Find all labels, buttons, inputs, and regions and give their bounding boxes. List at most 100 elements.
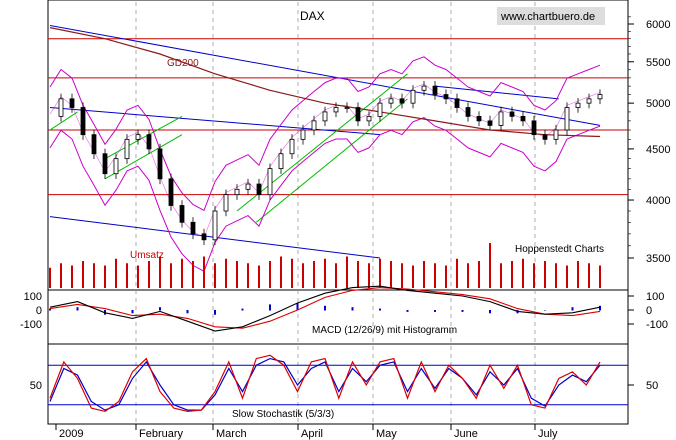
volume-bar [544,261,546,288]
candle-body [102,153,108,175]
channel-line [236,73,408,212]
candle-body [58,98,64,117]
candle-body [586,98,592,104]
volume-bar [214,263,216,288]
candle-body [476,115,482,122]
macd-histogram-bar [489,310,491,314]
macd-histogram-bar [159,307,161,311]
price-tick-label: 5500 [646,57,670,69]
candle-body [520,115,526,122]
candle-body [190,221,196,235]
trend-line [434,85,559,100]
price-tick-label: 5000 [646,98,670,110]
bollinger-upper [49,56,601,212]
candle-body [322,111,328,122]
candle-body [542,134,548,140]
watermark-box [497,7,605,25]
candle-body [168,178,174,206]
candle-body [344,107,350,109]
candle-body [498,111,504,126]
volume-bar [390,261,392,288]
volume-bar [555,263,557,288]
volume-bar [577,261,579,288]
volume-bar [599,265,601,288]
macd-histogram-bar [214,310,216,315]
candle-body [179,205,185,223]
volume-bar [346,256,348,288]
volume-bar [49,267,51,288]
macd-tick-left: -100 [20,319,42,331]
volume-bar [522,258,524,288]
volume-bar [82,261,84,288]
volume-bar [115,258,117,288]
volume-bar [192,261,194,288]
macd-histogram-bar [461,310,464,312]
volume-bar [291,258,293,288]
channel-line [255,98,408,223]
watermark: www.chartbuero.de [500,11,595,23]
frame-group [47,0,629,425]
candle-body [300,129,306,140]
stoch-k-line [49,354,601,413]
chart-title: DAX [300,9,325,23]
candle-body [355,107,361,122]
candle-body [388,98,394,104]
volume-bar [247,263,249,288]
support-lines [48,38,628,196]
volume-bar [423,261,425,288]
bollinger-lower [49,117,601,273]
volume-bar [170,263,172,288]
volume-bar [280,256,282,288]
price-tick-label: 4000 [646,195,670,207]
macd-line [49,285,601,332]
macd-histogram-bar [76,307,79,311]
x-tick-label: July [538,428,558,440]
volume-bar [489,243,491,288]
x-tick-label: 2009 [59,428,83,440]
volume-bar [137,265,139,288]
volume-bar [236,261,238,288]
volume-bar [533,263,535,288]
volume-bar [401,263,403,288]
volume-bar [467,263,469,288]
volume-bar [357,261,359,288]
price-axis-right: 3500 4000 4500 5000 5500 6000 [628,16,670,265]
volume-bar [445,265,447,288]
candle-body [410,89,416,104]
volume-bar [71,265,73,288]
candle-body [146,134,152,150]
candle-body [124,138,130,160]
candle-body [399,98,405,104]
stoch-label: Slow Stochastik (5/3/3) [232,409,334,420]
candle-body [245,183,251,190]
volume-bar [478,261,480,288]
volume-bar [588,263,590,288]
candle-body [575,102,581,108]
ma200-path [49,27,601,138]
candle-body [443,94,449,100]
volume-bars [49,243,601,288]
trend-line [49,24,601,126]
price-candles [58,80,603,246]
candle-body [278,153,284,170]
volume-bar [148,261,150,288]
price-tick-label: 6000 [646,19,670,31]
macd-label: MACD (12/26/9) mit Histogramm [312,325,457,336]
macd-histogram-bar [269,304,271,311]
volume-bar [159,256,161,288]
stoch-tick-left: 50 [30,380,42,392]
channel-line [49,111,78,131]
candle-body [69,98,75,108]
candle-body [113,158,119,175]
x-tick-label: May [376,428,397,440]
candle-body [80,107,86,136]
volume-bar [511,261,513,288]
macd-tick-left: 0 [36,305,42,317]
macd-tick-left: 100 [24,291,42,303]
candle-body [267,168,273,196]
volume-bar [335,263,337,288]
trend-lines [49,24,601,259]
candle-body [377,102,383,117]
volume-bar [324,258,326,288]
